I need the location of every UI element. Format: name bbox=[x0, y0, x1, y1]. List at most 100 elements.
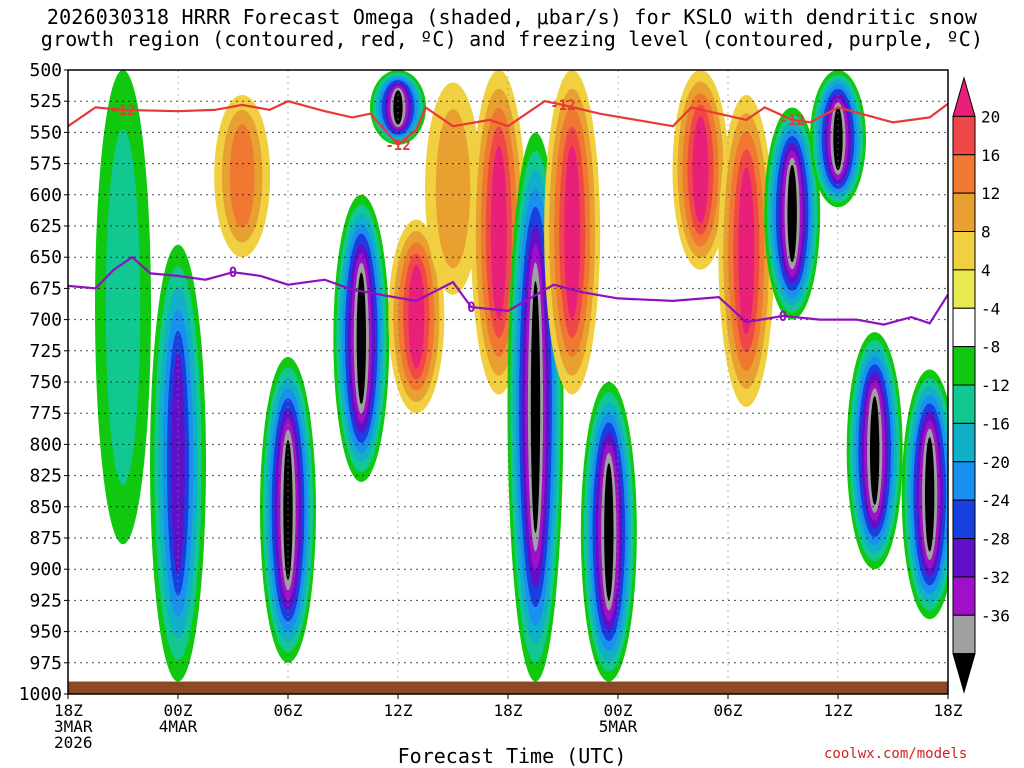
colorbar-segment bbox=[952, 115, 976, 156]
colorbar-segment bbox=[952, 576, 976, 616]
terrain-fill bbox=[68, 681, 948, 694]
colorbar-segment bbox=[952, 269, 976, 309]
colorbar-label: 4 bbox=[981, 261, 991, 280]
y-tick-label: 750 bbox=[29, 372, 62, 393]
y-tick-label: 625 bbox=[29, 216, 62, 237]
x-tick-label: 00Z bbox=[604, 701, 633, 720]
x-tick-label: 18Z bbox=[934, 701, 963, 720]
y-tick-label: 550 bbox=[29, 122, 62, 143]
x-axis-label: Forecast Time (UTC) bbox=[397, 744, 627, 768]
colorbar-label: -32 bbox=[981, 568, 1010, 587]
colorbar-segment bbox=[952, 307, 976, 348]
omega-feature-17 bbox=[901, 369, 948, 620]
colorbar-label: -20 bbox=[981, 453, 1010, 472]
omega-feature-6 bbox=[388, 219, 445, 414]
colorbar-label: -24 bbox=[981, 491, 1010, 510]
x-tick-label: 18Z bbox=[494, 701, 523, 720]
omega-feature-1 bbox=[150, 244, 206, 682]
y-tick-label: 600 bbox=[29, 185, 62, 206]
x-tick-label: 2026 bbox=[54, 733, 93, 752]
freezing-level-label: 0 bbox=[467, 300, 475, 316]
site-credit[interactable]: coolwx.com/models bbox=[824, 746, 968, 762]
omega-contour-20 bbox=[564, 145, 581, 320]
x-tick-label: 5MAR bbox=[599, 717, 638, 736]
y-tick-label: 900 bbox=[29, 559, 62, 580]
terrain-strip bbox=[68, 681, 948, 694]
omega-feature-0 bbox=[95, 70, 151, 545]
y-axis: 500 525 550 575 600 625 650 675 700 725 750 775 800 8… bbox=[19, 60, 68, 705]
colorbar-segment bbox=[952, 422, 976, 463]
omega-contour-8 bbox=[435, 109, 471, 269]
x-tick-label: 4MAR bbox=[159, 717, 198, 736]
colorbar-segment bbox=[952, 154, 976, 194]
y-tick-label: 950 bbox=[29, 622, 62, 643]
omega-contour--36 bbox=[925, 437, 935, 552]
omega-contour--36 bbox=[356, 272, 367, 405]
dgz-label: -12 bbox=[385, 138, 410, 154]
colorbar-top-arrow bbox=[952, 76, 976, 117]
omega-contour--36 bbox=[870, 396, 880, 505]
y-tick-label: 775 bbox=[29, 403, 62, 424]
omega-contour--36 bbox=[530, 281, 541, 533]
y-tick-label: 800 bbox=[29, 434, 62, 455]
y-tick-label: 675 bbox=[29, 278, 62, 299]
omega-contour--36 bbox=[604, 463, 614, 601]
omega-feature-15 bbox=[810, 70, 866, 208]
x-tick-label: 18Z bbox=[54, 701, 83, 720]
freezing-level-label: 0 bbox=[779, 309, 787, 325]
y-tick-label: 575 bbox=[29, 154, 62, 175]
x-tick-label: 06Z bbox=[714, 701, 743, 720]
omega-contour-20 bbox=[408, 264, 425, 369]
omega-contour--8 bbox=[105, 129, 141, 485]
colorbar-segment bbox=[952, 192, 976, 232]
dgz-label: -12 bbox=[550, 98, 575, 114]
omega-feature-14 bbox=[764, 107, 821, 320]
colorbar-segment bbox=[952, 538, 976, 578]
y-tick-label: 500 bbox=[29, 60, 62, 81]
y-tick-label: 650 bbox=[29, 247, 62, 268]
omega-feature-10 bbox=[544, 70, 601, 395]
y-tick-label: 825 bbox=[29, 466, 62, 487]
colorbar-segment bbox=[952, 346, 976, 386]
colorbar-label: 12 bbox=[981, 184, 1000, 203]
y-tick-label: 975 bbox=[29, 653, 62, 674]
dgz-minus12-line bbox=[68, 100, 948, 147]
colorbar-label: -16 bbox=[981, 414, 1010, 433]
colorbar-label: -12 bbox=[981, 376, 1010, 395]
colorbar-bottom-arrow bbox=[952, 653, 976, 694]
omega-feature-11 bbox=[580, 382, 637, 682]
colorbar-label: -36 bbox=[981, 606, 1010, 625]
omega-contour--24 bbox=[171, 352, 185, 574]
colorbar-segment bbox=[952, 231, 976, 271]
x-tick-label: 00Z bbox=[164, 701, 193, 720]
y-tick-label: 525 bbox=[29, 91, 62, 112]
freezing-level-line bbox=[68, 255, 948, 326]
colorbar-label: 16 bbox=[981, 146, 1000, 165]
omega-feature-2 bbox=[214, 94, 271, 258]
colorbar-label: -4 bbox=[981, 299, 1000, 318]
omega-contour-12 bbox=[229, 124, 255, 228]
y-tick-label: 725 bbox=[29, 341, 62, 362]
x-tick-label: 12Z bbox=[384, 701, 413, 720]
colorbar-segment bbox=[952, 614, 976, 655]
omega-contour--36 bbox=[833, 107, 843, 171]
omega-feature-13 bbox=[718, 94, 775, 407]
x-tick-label: 3MAR bbox=[54, 717, 93, 736]
colorbar-segment bbox=[952, 384, 976, 424]
chart-title: 2026030318 HRRR Forecast Omega (shaded, … bbox=[0, 6, 1024, 50]
colorbar-segment bbox=[952, 461, 976, 501]
chart-title-line-1: 2026030318 HRRR Forecast Omega (shaded, … bbox=[46, 5, 978, 29]
chart-title-line-2: growth region (contoured, red, ºC) and f… bbox=[40, 27, 984, 51]
colorbar-label: 8 bbox=[981, 223, 991, 242]
y-tick-label: 1000 bbox=[19, 684, 62, 705]
colorbar-segment bbox=[952, 499, 976, 539]
freezing-level-label: 0 bbox=[229, 265, 237, 281]
omega-contour-20 bbox=[738, 167, 755, 335]
y-tick-label: 875 bbox=[29, 528, 62, 549]
contours: -12 -12 -12 -12 0 0 0 bbox=[68, 98, 948, 326]
x-tick-label: 06Z bbox=[274, 701, 303, 720]
dgz-label: -12 bbox=[110, 103, 135, 119]
omega-feature-12 bbox=[672, 70, 729, 270]
omega-shading bbox=[95, 70, 948, 682]
